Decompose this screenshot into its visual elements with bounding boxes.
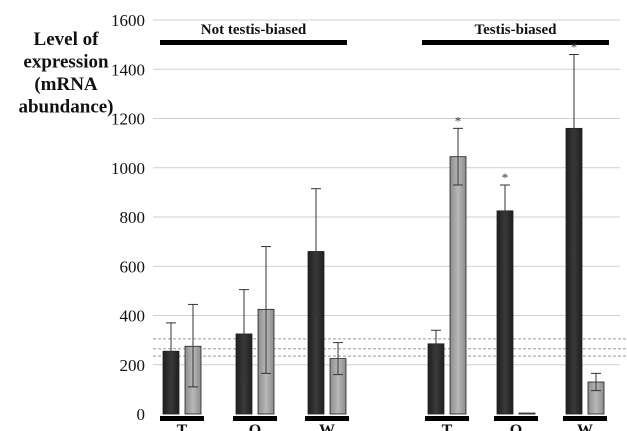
y-tick-label: 800	[120, 208, 146, 227]
group-header-label: Not testis-biased	[201, 22, 307, 38]
category-marker	[160, 416, 204, 421]
category-marker	[563, 416, 607, 421]
category-label: T	[442, 422, 453, 431]
error-bars: * * *	[166, 39, 601, 392]
category-marker	[305, 416, 349, 421]
y-axis-label-line: abundance)	[18, 97, 113, 118]
category-label: O	[249, 422, 261, 431]
significance-star: *	[455, 113, 462, 128]
category-label: W	[319, 422, 335, 431]
y-axis-label-line: (mRNA	[34, 74, 98, 95]
y-tick-label: 600	[120, 257, 146, 276]
gridlines	[153, 19, 620, 366]
bars	[162, 127, 605, 415]
y-tick-label: 1600	[111, 11, 145, 30]
y-tick-label: 1400	[111, 60, 145, 79]
category-label: W	[577, 422, 593, 431]
group-headers: Not testis-biased Testis-biased	[160, 22, 609, 45]
significance-star: *	[502, 170, 509, 185]
y-axis-label-line: Level of	[34, 29, 100, 50]
category-marker	[233, 416, 277, 421]
y-tick-label: 0	[137, 405, 146, 424]
y-tick-label: 1000	[111, 159, 145, 178]
y-tick-label: 200	[120, 356, 146, 375]
y-tick-label: 400	[120, 307, 146, 326]
y-tick-label: 1200	[111, 110, 145, 129]
threshold-lines	[153, 338, 627, 357]
y-axis-label-line: expression	[23, 52, 109, 73]
bar	[496, 210, 514, 415]
significance-star: *	[571, 39, 578, 54]
group-header-bar	[160, 40, 347, 45]
bar	[449, 156, 467, 415]
category-marker	[494, 416, 538, 421]
category-marker	[425, 416, 469, 421]
category-label: T	[177, 422, 188, 431]
group-header-bar	[422, 40, 609, 45]
group-header-label: Testis-biased	[475, 22, 558, 38]
bar	[518, 412, 536, 415]
y-axis-ticks: 0 200 400 600 800 1000 1200 1400 1600	[111, 11, 145, 424]
category-label: O	[510, 422, 522, 431]
